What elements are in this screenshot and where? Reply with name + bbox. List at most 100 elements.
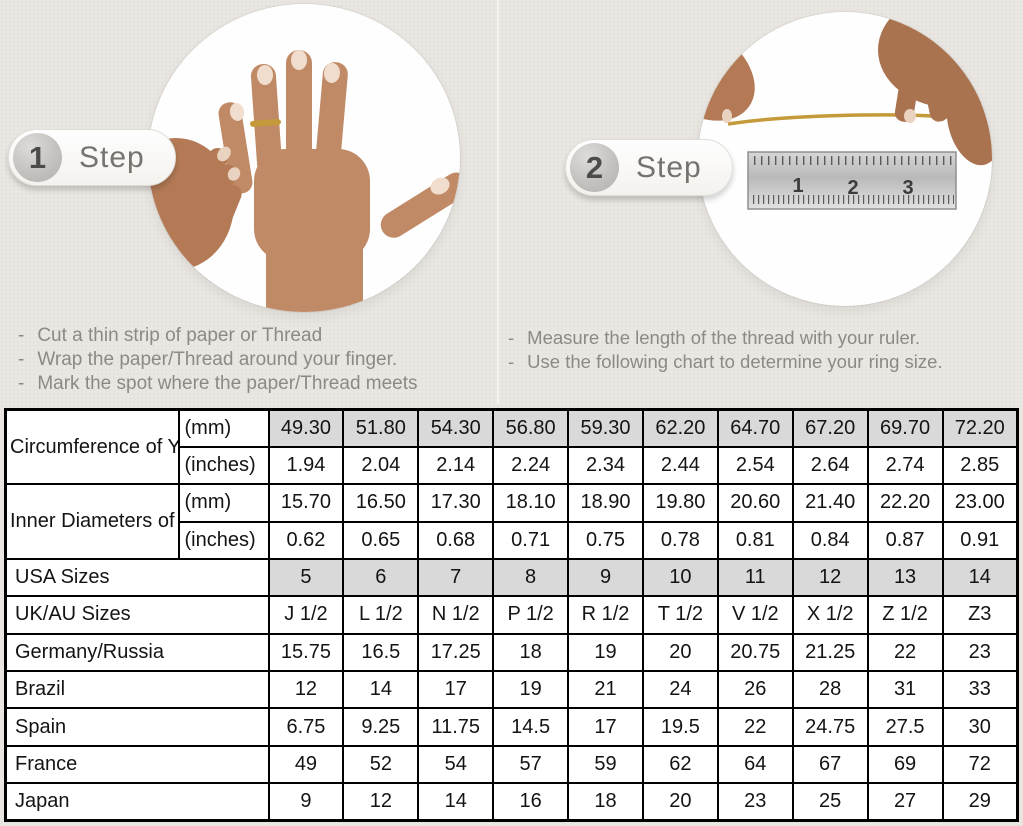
size-system-label: France bbox=[4, 744, 270, 785]
unit-label: (mm) bbox=[177, 408, 270, 448]
gold-thread-band bbox=[250, 119, 281, 127]
size-system-label: USA Sizes bbox=[4, 557, 270, 598]
size-value-cell: Z 1/2 bbox=[866, 595, 944, 635]
size-value-cell: 18 bbox=[492, 632, 570, 673]
size-value-cell: 72.20 bbox=[941, 408, 1019, 448]
size-value-cell: 13 bbox=[866, 557, 944, 598]
section-divider bbox=[497, 0, 499, 404]
size-value-cell: 16 bbox=[492, 782, 570, 822]
size-value-cell: 49.30 bbox=[267, 408, 345, 448]
size-value-cell: 23 bbox=[716, 782, 794, 822]
size-value-cell: 0.78 bbox=[641, 520, 719, 560]
ruler-number-1: 1 bbox=[792, 175, 803, 197]
size-value-cell: 28 bbox=[791, 670, 869, 710]
size-value-cell: 0.81 bbox=[716, 520, 794, 560]
size-value-cell: 11.75 bbox=[417, 707, 495, 747]
size-value-cell: 14 bbox=[941, 557, 1019, 598]
size-value-cell: 59 bbox=[567, 744, 644, 785]
size-value-cell: 21.25 bbox=[791, 632, 869, 673]
size-value-cell: 10 bbox=[641, 557, 719, 598]
step2-label: Step bbox=[636, 150, 702, 184]
size-value-cell: 20.75 bbox=[716, 632, 794, 673]
ring-size-table-body: Circumference of Your Finger(mm)49.3051.… bbox=[4, 408, 1019, 822]
size-value-cell: 8 bbox=[492, 557, 570, 598]
size-value-cell: 49 bbox=[267, 744, 345, 785]
size-value-cell: J 1/2 bbox=[267, 595, 345, 635]
size-value-cell: 23 bbox=[941, 632, 1019, 673]
row-group-label: Inner Diameters of Rings bbox=[4, 483, 180, 560]
size-value-cell: 26 bbox=[716, 670, 794, 710]
size-value-cell: 9 bbox=[267, 782, 345, 822]
size-value-cell: 14 bbox=[342, 670, 420, 710]
size-value-cell: 12 bbox=[267, 670, 345, 710]
size-value-cell: 52 bbox=[342, 744, 420, 785]
size-value-cell: 2.85 bbox=[941, 445, 1019, 486]
size-value-cell: 56.80 bbox=[492, 408, 570, 448]
size-value-cell: 2.74 bbox=[866, 445, 944, 486]
size-system-label: UK/AU Sizes bbox=[4, 595, 270, 635]
size-value-cell: 19 bbox=[567, 632, 644, 673]
size-value-cell: 19 bbox=[492, 670, 570, 710]
size-value-cell: 21 bbox=[567, 670, 644, 710]
size-system-label: Brazil bbox=[4, 670, 270, 710]
size-value-cell: 2.24 bbox=[492, 445, 570, 486]
ruler-number-2: 2 bbox=[847, 177, 858, 199]
size-value-cell: 11 bbox=[716, 557, 794, 598]
size-value-cell: 67 bbox=[791, 744, 869, 785]
size-value-cell: 6 bbox=[342, 557, 420, 598]
size-value-cell: 9.25 bbox=[342, 707, 420, 747]
size-value-cell: 64 bbox=[716, 744, 794, 785]
size-value-cell: 14.5 bbox=[492, 707, 570, 747]
step1-badge: 1 Step bbox=[8, 129, 176, 186]
size-value-cell: 33 bbox=[941, 670, 1019, 710]
size-value-cell: 57 bbox=[492, 744, 570, 785]
size-value-cell: 0.71 bbox=[492, 520, 570, 560]
size-value-cell: 69 bbox=[866, 744, 944, 785]
instruction-line: Mark the spot where the paper/Thread mee… bbox=[18, 372, 417, 396]
size-value-cell: 2.34 bbox=[567, 445, 644, 486]
size-value-cell: 22.20 bbox=[866, 483, 944, 523]
size-value-cell: 0.62 bbox=[267, 520, 345, 560]
size-value-cell: 22 bbox=[866, 632, 944, 673]
size-value-cell: 5 bbox=[267, 557, 345, 598]
size-value-cell: 16.5 bbox=[342, 632, 420, 673]
size-value-cell: 15.70 bbox=[267, 483, 345, 523]
step2-instructions: Measure the length of the thread with yo… bbox=[508, 326, 943, 374]
size-value-cell: 27 bbox=[866, 782, 944, 822]
size-value-cell: 69.70 bbox=[866, 408, 944, 448]
size-value-cell: 22 bbox=[716, 707, 794, 747]
step1-instructions: Cut a thin strip of paper or ThreadWrap … bbox=[18, 324, 417, 396]
size-value-cell: 0.68 bbox=[417, 520, 495, 560]
size-system-label: Germany/Russia bbox=[4, 632, 270, 673]
unit-label: (mm) bbox=[177, 483, 270, 523]
size-value-cell: 18.10 bbox=[492, 483, 570, 523]
size-system-label: Japan bbox=[4, 782, 270, 822]
size-value-cell: 14 bbox=[417, 782, 495, 822]
size-value-cell: 9 bbox=[567, 557, 644, 598]
size-value-cell: 17.25 bbox=[417, 632, 495, 673]
instruction-line: Use the following chart to determine you… bbox=[508, 350, 942, 374]
hand-with-thread-illustration bbox=[148, 50, 460, 312]
ring-size-table: Circumference of Your Finger(mm)49.3051.… bbox=[4, 408, 1019, 822]
size-value-cell: 12 bbox=[791, 557, 869, 598]
size-value-cell: 0.75 bbox=[567, 520, 644, 560]
size-system-label: Spain bbox=[4, 707, 270, 747]
size-value-cell: 20 bbox=[641, 632, 719, 673]
gold-thread bbox=[727, 113, 961, 126]
step2-badge: 2 Step bbox=[565, 139, 733, 196]
size-value-cell: 15.75 bbox=[267, 632, 345, 673]
size-value-cell: V 1/2 bbox=[716, 595, 794, 635]
instruction-line: Measure the length of the thread with yo… bbox=[508, 326, 943, 350]
size-value-cell: 29 bbox=[941, 782, 1019, 822]
size-value-cell: 59.30 bbox=[567, 408, 644, 448]
size-value-cell: 2.04 bbox=[342, 445, 420, 486]
size-value-cell: 17.30 bbox=[417, 483, 495, 523]
size-value-cell: 12 bbox=[342, 782, 420, 822]
size-value-cell: T 1/2 bbox=[641, 595, 719, 635]
size-value-cell: 2.64 bbox=[791, 445, 869, 486]
size-value-cell: 7 bbox=[417, 557, 495, 598]
size-value-cell: 30 bbox=[941, 707, 1019, 747]
size-value-cell: L 1/2 bbox=[342, 595, 420, 635]
unit-label: (inches) bbox=[177, 445, 270, 486]
size-value-cell: 21.40 bbox=[791, 483, 869, 523]
